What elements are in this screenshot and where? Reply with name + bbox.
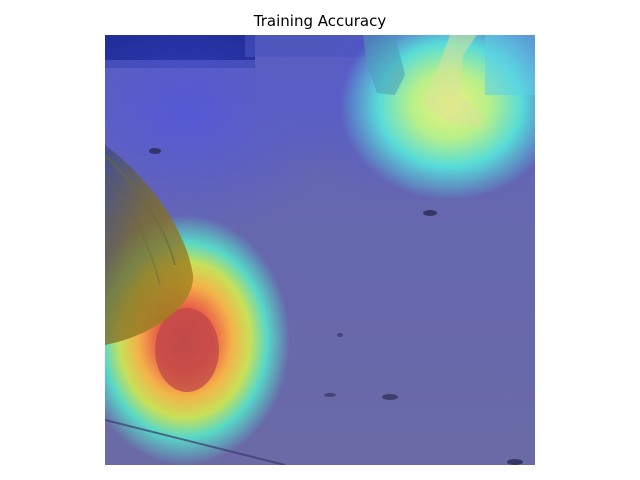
umbrella-shape: [105, 145, 194, 345]
heatmap-image: [105, 35, 535, 465]
foot-shape: [423, 35, 483, 127]
figure-title: Training Accuracy: [253, 12, 387, 30]
